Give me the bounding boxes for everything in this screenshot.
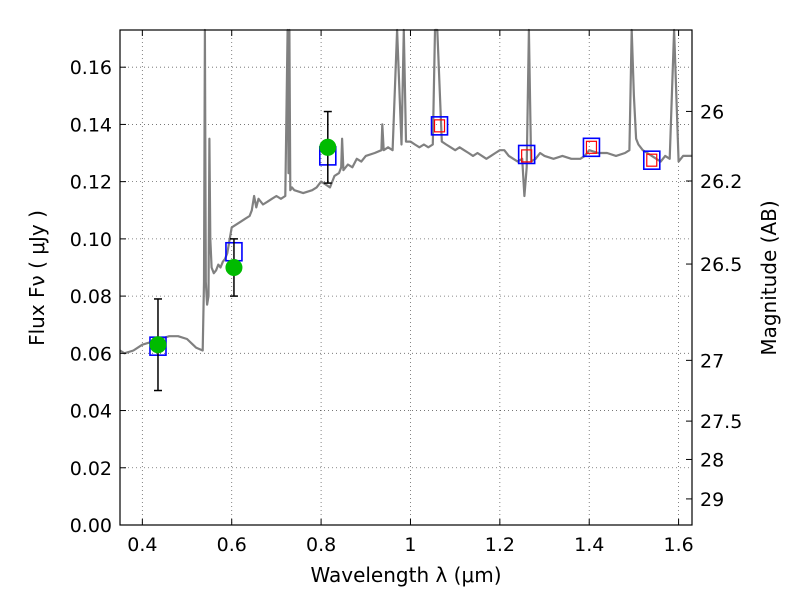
- y-axis-label: Flux Fν ( μJy ): [25, 210, 49, 346]
- mag-tick-label: 26.2: [700, 171, 742, 193]
- x-tick-label: 0.6: [217, 534, 247, 556]
- upper-limit-marker: [433, 119, 446, 133]
- axis-layer: 0.4 0.6 0.8 1 1.2 1.4 1.6 0.00 0.02 0.04 0.06 0.08 0…: [70, 30, 742, 556]
- mag-tick-label: 26.5: [700, 254, 742, 276]
- model-band-marker: [430, 116, 449, 136]
- mag-tick-label: 28: [700, 449, 724, 471]
- y-tick-label: 0.16: [70, 57, 112, 79]
- mag-tick-label: 26: [700, 101, 724, 123]
- x-tick-label: 1.6: [663, 534, 693, 556]
- observed-flux-point: [149, 336, 167, 354]
- model-band-marker: [517, 144, 536, 165]
- y-tick-label: 0.14: [70, 114, 112, 136]
- spectrum-line: [119, 28, 692, 355]
- y-tick-label: 0.00: [70, 515, 112, 537]
- y-tick-label: 0.10: [70, 229, 112, 251]
- plot-frame: [119, 29, 693, 526]
- x-tick-label: 0.4: [127, 534, 157, 556]
- x-tick-label: 0.8: [306, 534, 336, 556]
- upper-limit-marker: [521, 149, 533, 163]
- mag-tick-label: 29: [700, 489, 724, 511]
- x-axis-label: Wavelength λ (μm): [310, 563, 501, 587]
- observed-flux-point: [319, 138, 337, 156]
- y-tick-label: 0.06: [70, 343, 112, 365]
- x-tick-label: 1.4: [574, 534, 604, 556]
- y-tick-label: 0.02: [70, 458, 112, 480]
- upper-limit-marker: [585, 140, 598, 154]
- mag-tick-label: 27: [700, 350, 724, 372]
- observed-flux-point: [225, 258, 243, 276]
- mag-tick-label: 27.5: [700, 411, 742, 433]
- upper-limit-marker: [646, 153, 658, 167]
- model-band-marker: [642, 150, 661, 170]
- x-tick-label: 1: [404, 534, 416, 556]
- y-tick-label: 0.12: [70, 172, 112, 194]
- y-tick-label: 0.08: [70, 286, 112, 308]
- x-tick-label: 1.2: [485, 534, 515, 556]
- series-layer: [119, 28, 692, 392]
- y-tick-label: 0.04: [70, 401, 112, 423]
- model-band-marker: [582, 137, 601, 158]
- y2-axis-label: Magnitude (AB): [757, 200, 781, 355]
